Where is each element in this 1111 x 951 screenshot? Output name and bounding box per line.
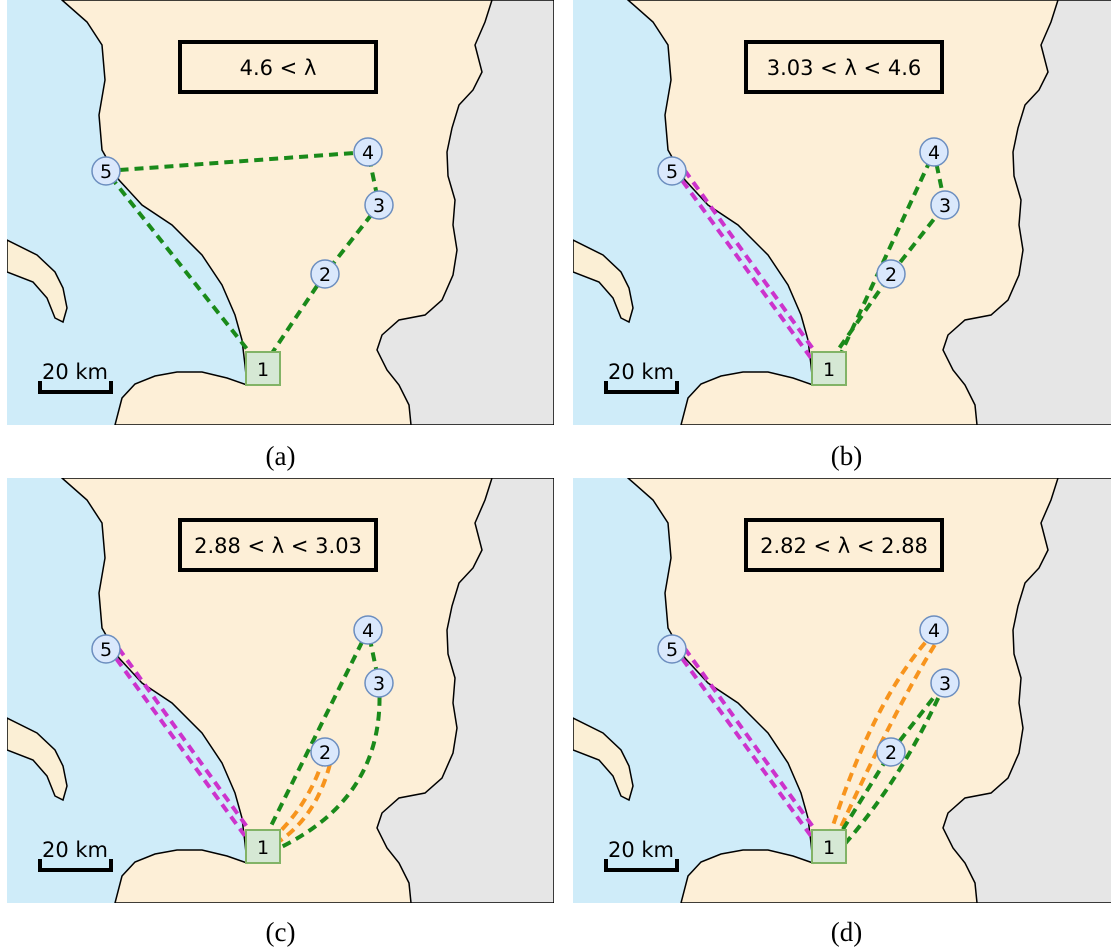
route-magenta-line bbox=[674, 170, 813, 360]
route-green-line bbox=[833, 681, 947, 848]
customer-node-label: 3 bbox=[939, 195, 951, 217]
caption-a: (a) bbox=[265, 441, 296, 471]
route-magenta-line bbox=[681, 166, 823, 362]
customer-node-5: 5 bbox=[657, 156, 687, 186]
neighbor-country bbox=[942, 478, 1111, 903]
scale-bar: 20 km bbox=[604, 360, 679, 394]
customer-node-4: 4 bbox=[919, 137, 949, 167]
caption-b: (b) bbox=[830, 441, 863, 471]
customer-node-label: 2 bbox=[885, 264, 897, 286]
depot-node: 1 bbox=[245, 829, 281, 864]
customer-node-label: 5 bbox=[100, 161, 112, 183]
customer-node-label: 5 bbox=[100, 639, 112, 661]
route-orange-line bbox=[269, 759, 325, 842]
map-panel-d: 2.82 < λ < 2.88 1 2 3 4 5 20 km bbox=[573, 478, 1111, 903]
customer-node-3: 3 bbox=[364, 668, 394, 698]
customer-node-label: 4 bbox=[362, 620, 374, 642]
customer-node-2: 2 bbox=[876, 737, 906, 767]
customer-node-label: 4 bbox=[362, 142, 374, 164]
scale-bar: 20 km bbox=[38, 360, 113, 394]
lambda-label: 4.6 < λ bbox=[240, 56, 317, 80]
depot-node: 1 bbox=[811, 351, 847, 386]
scale-bar-label: 20 km bbox=[42, 360, 108, 384]
customer-node-label: 5 bbox=[666, 639, 678, 661]
customer-node-5: 5 bbox=[91, 634, 121, 664]
customer-node-label: 4 bbox=[928, 142, 940, 164]
neighbor-country bbox=[376, 478, 554, 903]
customer-node-2: 2 bbox=[876, 259, 906, 289]
caption-c: (c) bbox=[265, 917, 296, 947]
customer-node-2: 2 bbox=[310, 737, 340, 767]
depot-node: 1 bbox=[245, 351, 281, 386]
customer-node-5: 5 bbox=[657, 634, 687, 664]
customer-node-label: 5 bbox=[666, 161, 678, 183]
scale-bar: 20 km bbox=[38, 838, 113, 872]
caption-d: (d) bbox=[830, 917, 863, 947]
scale-bar-label: 20 km bbox=[42, 838, 108, 862]
depot-node-label: 1 bbox=[823, 359, 835, 381]
route-magenta-line bbox=[115, 644, 257, 840]
node-layer: 1 2 3 4 5 bbox=[91, 137, 394, 386]
customer-node-5: 5 bbox=[91, 156, 121, 186]
node-layer: 1 2 3 4 5 bbox=[91, 615, 394, 864]
scale-bar-label: 20 km bbox=[608, 838, 674, 862]
node-layer: 1 2 3 4 5 bbox=[657, 615, 960, 864]
route-magenta-line bbox=[674, 648, 813, 838]
route-magenta-line bbox=[681, 644, 823, 840]
customer-node-3: 3 bbox=[364, 190, 394, 220]
route-layer bbox=[674, 150, 947, 362]
neighbor-country bbox=[376, 0, 554, 425]
route-orange-line bbox=[273, 759, 333, 846]
neighbor-country bbox=[942, 0, 1111, 425]
lambda-box: 4.6 < λ bbox=[178, 40, 378, 94]
customer-node-3: 3 bbox=[930, 668, 960, 698]
island-shape bbox=[573, 239, 634, 324]
customer-node-label: 3 bbox=[373, 195, 385, 217]
depot-node-label: 1 bbox=[257, 359, 269, 381]
island-shape bbox=[7, 717, 68, 802]
map-panel-a: 4.6 < λ 1 2 3 4 5 20 km bbox=[7, 0, 554, 425]
route-green-line bbox=[104, 150, 381, 370]
island-shape bbox=[573, 717, 634, 802]
route-orange-line bbox=[833, 636, 941, 841]
customer-node-label: 3 bbox=[939, 673, 951, 695]
customer-node-label: 2 bbox=[885, 742, 897, 764]
lambda-box: 2.88 < λ < 3.03 bbox=[178, 518, 378, 572]
lambda-box: 2.82 < λ < 2.88 bbox=[744, 518, 944, 572]
route-green-line bbox=[829, 150, 947, 362]
depot-node-label: 1 bbox=[823, 837, 835, 859]
customer-node-label: 4 bbox=[928, 620, 940, 642]
route-orange-line bbox=[827, 632, 935, 839]
customer-node-2: 2 bbox=[310, 259, 340, 289]
lambda-label: 2.82 < λ < 2.88 bbox=[760, 534, 928, 558]
lambda-label: 3.03 < λ < 4.6 bbox=[767, 56, 921, 80]
node-layer: 1 2 3 4 5 bbox=[657, 137, 960, 386]
depot-node-label: 1 bbox=[257, 837, 269, 859]
customer-node-label: 2 bbox=[319, 264, 331, 286]
customer-node-label: 3 bbox=[373, 673, 385, 695]
map-panel-c: 2.88 < λ < 3.03 1 2 3 4 5 20 km bbox=[7, 478, 554, 903]
lambda-label: 2.88 < λ < 3.03 bbox=[194, 534, 362, 558]
route-layer bbox=[104, 150, 381, 370]
island-shape bbox=[7, 239, 68, 324]
route-layer bbox=[674, 632, 947, 848]
route-magenta-line bbox=[108, 648, 247, 838]
lambda-box: 3.03 < λ < 4.6 bbox=[744, 40, 944, 94]
scale-bar: 20 km bbox=[604, 838, 679, 872]
customer-node-4: 4 bbox=[353, 615, 383, 645]
customer-node-4: 4 bbox=[353, 137, 383, 167]
map-panel-b: 3.03 < λ < 4.6 1 2 3 4 5 20 km bbox=[573, 0, 1111, 425]
customer-node-4: 4 bbox=[919, 615, 949, 645]
customer-node-label: 2 bbox=[319, 742, 331, 764]
customer-node-3: 3 bbox=[930, 190, 960, 220]
depot-node: 1 bbox=[811, 829, 847, 864]
scale-bar-label: 20 km bbox=[608, 360, 674, 384]
